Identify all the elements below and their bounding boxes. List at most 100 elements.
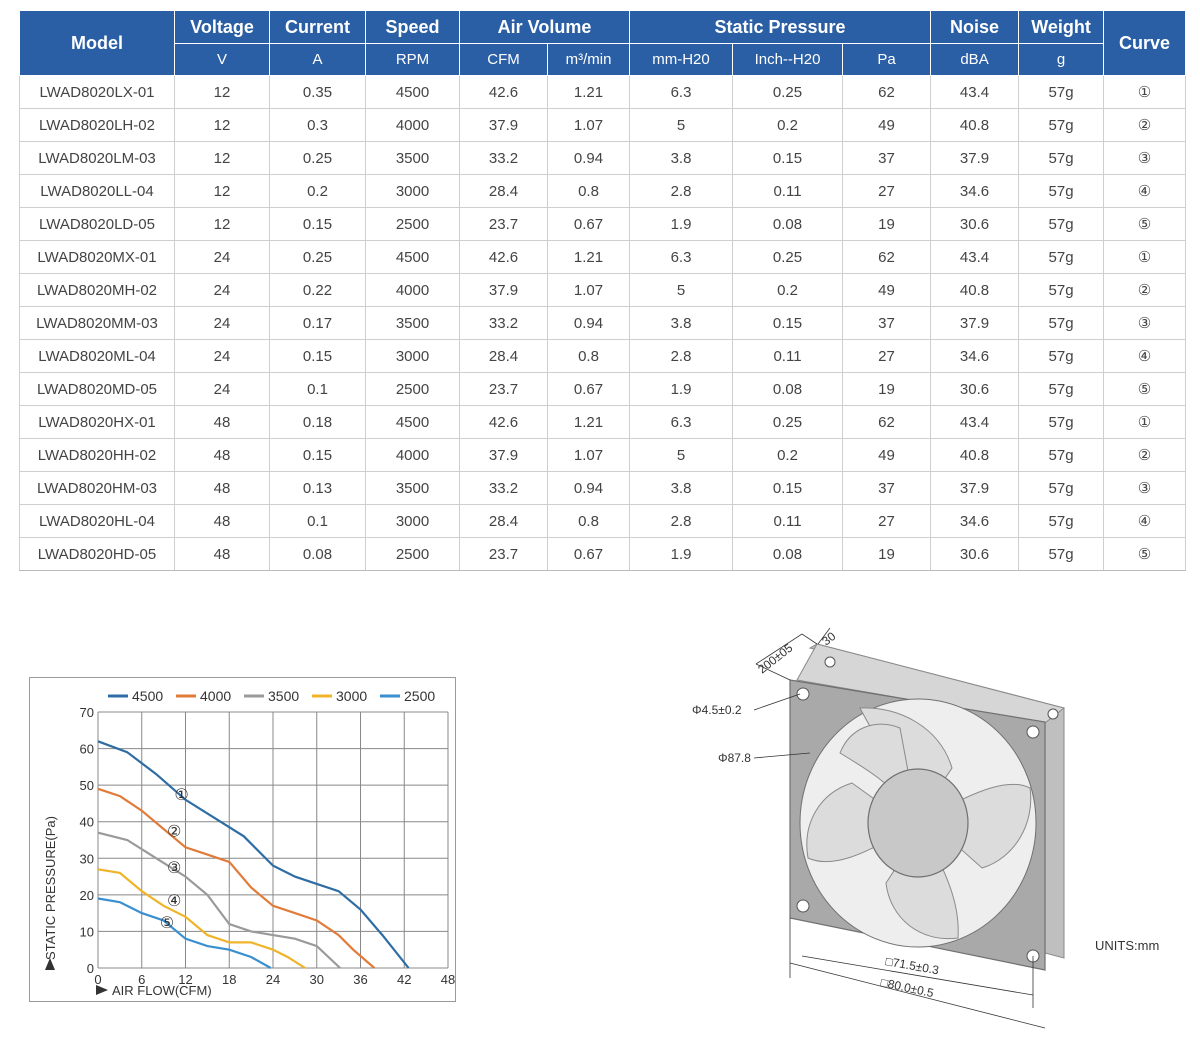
table-cell: 43.4: [930, 240, 1020, 274]
cell-model: LWAD8020LL-04: [19, 174, 175, 208]
table-cell: 24: [174, 372, 270, 406]
series-number-label: ③: [167, 858, 181, 877]
table-cell: 37: [841, 471, 932, 505]
table-cell: 0.35: [269, 75, 366, 109]
table-cell: 0.25: [269, 240, 366, 274]
legend-label: 4000: [200, 688, 231, 704]
table-cell: 1.9: [629, 372, 733, 406]
unit-dba: dBA: [930, 43, 1020, 76]
cell-model: LWAD8020ML-04: [19, 339, 175, 373]
table-cell: 19: [841, 537, 932, 571]
table-cell: 28.4: [459, 504, 548, 538]
table-cell: 3000: [365, 174, 460, 208]
table-cell: 57g: [1018, 273, 1105, 307]
units-note: UNITS:mm: [1095, 938, 1159, 953]
table-cell: 4500: [365, 75, 460, 109]
table-cell: 6.3: [629, 405, 733, 439]
header-air-volume: Air Volume: [459, 10, 630, 44]
fan-hub: [867, 768, 969, 878]
table-cell: 57g: [1018, 306, 1105, 340]
table-cell: 49: [841, 273, 932, 307]
series-number-label: ⑤: [160, 913, 174, 932]
series-line-2500: [97, 897, 272, 969]
table-cell: 40.8: [930, 438, 1020, 472]
table-cell: 12: [174, 207, 270, 241]
header-current: Current: [269, 10, 366, 44]
table-cell: 3.8: [629, 141, 733, 175]
table-cell: 0.94: [547, 141, 630, 175]
x-tick-label: 12: [178, 972, 192, 987]
x-tick-label: 36: [353, 972, 367, 987]
table-cell: 3500: [365, 471, 460, 505]
y-tick-label: 60: [80, 742, 94, 757]
chart-svg: 0 6 12 18 24 30 36 42 48 0 10 20 30 40 50 60 70 AIR FLOW(…: [43, 688, 455, 998]
table-cell: 0.67: [547, 207, 630, 241]
table-cell: 0.08: [732, 537, 843, 571]
table-cell: 24: [174, 306, 270, 340]
cell-curve: ④: [1103, 504, 1187, 538]
legend-label: 3500: [268, 688, 299, 704]
cell-curve: ⑤: [1103, 207, 1187, 241]
table-cell: 0.25: [732, 405, 843, 439]
table-cell: 43.4: [930, 75, 1020, 109]
header-static-pressure: Static Pressure: [628, 10, 932, 44]
table-row: LWAD8020MH-02 24 0.22 4000 37.9 1.07 5 0.2 49 40.…: [19, 273, 1187, 307]
table-cell: 2.8: [629, 504, 733, 538]
table-cell: 0.67: [547, 372, 630, 406]
table-cell: 37: [841, 306, 932, 340]
table-cell: 57g: [1018, 240, 1105, 274]
table-cell: 57g: [1018, 537, 1105, 571]
cell-model: LWAD8020LX-01: [19, 75, 175, 109]
header-model: Model: [19, 10, 175, 76]
table-row: LWAD8020LL-04 12 0.2 3000 28.4 0.8 2.8 0.11 27 34…: [19, 174, 1187, 208]
cell-curve: ③: [1103, 471, 1187, 505]
table-cell: 3000: [365, 504, 460, 538]
series-line-3000: [97, 868, 306, 969]
table-cell: 19: [841, 372, 932, 406]
table-row: LWAD8020HH-02 48 0.15 4000 37.9 1.07 5 0.2 49 40.…: [19, 438, 1187, 472]
table-row: LWAD8020HD-05 48 0.08 2500 23.7 0.67 1.9 0.08 19…: [19, 537, 1187, 571]
cell-model: LWAD8020HH-02: [19, 438, 175, 472]
table-cell: 0.08: [269, 537, 366, 571]
table-cell: 0.13: [269, 471, 366, 505]
table-cell: 3500: [365, 306, 460, 340]
table-cell: 0.25: [732, 75, 843, 109]
cell-curve: ④: [1103, 174, 1187, 208]
series-number-label: ①: [174, 785, 188, 804]
cell-curve: ⑤: [1103, 372, 1187, 406]
table-cell: 30.6: [930, 207, 1020, 241]
unit-g: g: [1018, 43, 1105, 76]
table-cell: 24: [174, 339, 270, 373]
table-cell: 4000: [365, 108, 460, 142]
series-line-4500: [97, 740, 410, 969]
table-cell: 1.21: [547, 240, 630, 274]
table-row: LWAD8020LH-02 12 0.3 4000 37.9 1.07 5 0.2 49 40.8…: [19, 108, 1187, 142]
table-cell: 27: [841, 504, 932, 538]
cell-curve: ①: [1103, 405, 1187, 439]
spec-table: Model Voltage Current Speed Air Volume S…: [19, 10, 1187, 571]
table-cell: 3.8: [629, 471, 733, 505]
table-cell: 0.22: [269, 273, 366, 307]
spec-table-body: LWAD8020LX-01 12 0.35 4500 42.6 1.21 6.3 0.25 62…: [19, 75, 1187, 571]
y-tick-label: 40: [80, 815, 94, 830]
unit-pa: Pa: [841, 43, 932, 76]
table-cell: 62: [841, 240, 932, 274]
table-cell: 23.7: [459, 207, 548, 241]
x-tick-label: 24: [266, 972, 280, 987]
dim-hole: Φ4.5±0.2: [692, 703, 742, 717]
table-cell: 1.07: [547, 273, 630, 307]
table-cell: 2.8: [629, 174, 733, 208]
cell-model: LWAD8020MD-05: [19, 372, 175, 406]
table-cell: 12: [174, 141, 270, 175]
table-cell: 30.6: [930, 537, 1020, 571]
table-cell: 0.1: [269, 372, 366, 406]
table-cell: 48: [174, 438, 270, 472]
cell-model: LWAD8020LD-05: [19, 207, 175, 241]
table-cell: 28.4: [459, 174, 548, 208]
table-row: LWAD8020HX-01 48 0.18 4500 42.6 1.21 6.3 0.25 62…: [19, 405, 1187, 439]
cell-model: LWAD8020MM-03: [19, 306, 175, 340]
y-tick-label: 0: [87, 961, 94, 976]
table-cell: 42.6: [459, 405, 548, 439]
table-cell: 19: [841, 207, 932, 241]
cell-model: LWAD8020LM-03: [19, 141, 175, 175]
